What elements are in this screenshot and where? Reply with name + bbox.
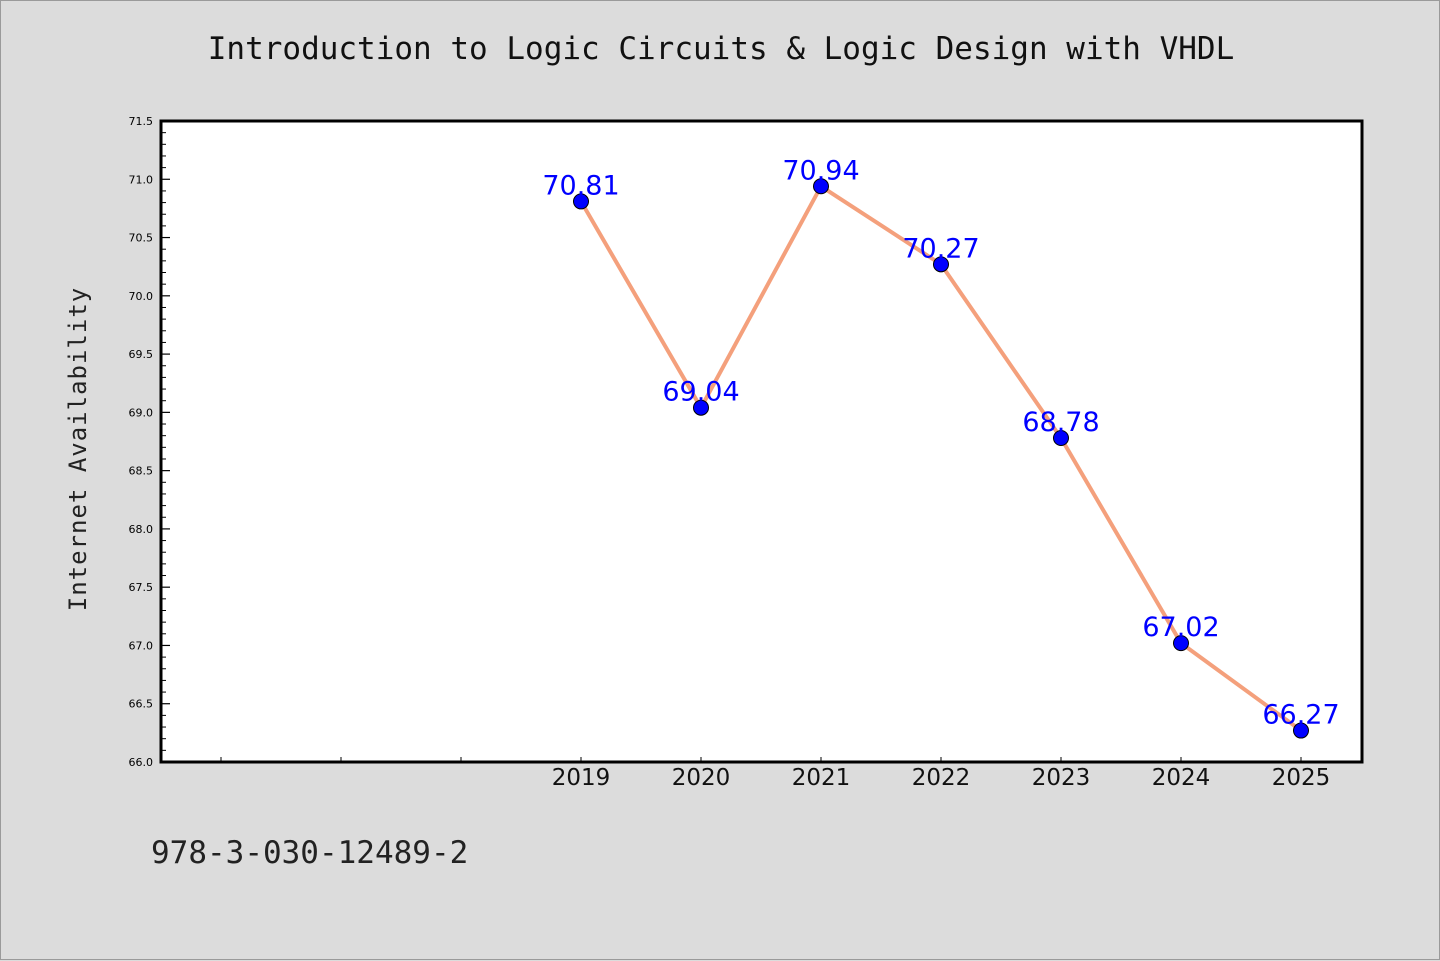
data-point (933, 256, 949, 273)
x-tick-label: 2025 (1272, 765, 1331, 791)
y-axis-ticks: 66.0 66.5 67.0 67.5 68.0 68.5 69.0 69.5 70.0 70.5… (129, 115, 170, 769)
data-label: 70.94 (782, 155, 859, 186)
y-tick-label: 70.5 (129, 232, 154, 245)
x-tick-label: 2022 (912, 765, 971, 791)
y-tick-label: 70.0 (129, 290, 154, 303)
x-tick-label: 2021 (792, 765, 851, 791)
data-point (573, 193, 589, 210)
y-tick-label: 69.0 (129, 406, 154, 419)
y-tick-label: 71.5 (129, 115, 154, 128)
data-label: 69.04 (662, 377, 739, 408)
data-label: 66.27 (1262, 700, 1339, 731)
x-tick-label: 2020 (672, 765, 731, 791)
data-label: 67.02 (1142, 612, 1219, 643)
data-point (1053, 430, 1069, 447)
chart-title: Introduction to Logic Circuits & Logic D… (207, 31, 1235, 67)
y-tick-label: 71.0 (129, 173, 154, 186)
data-label: 70.81 (542, 170, 619, 201)
x-axis-ticks: 2019 2020 2021 2022 2023 2024 2025 (220, 757, 1331, 791)
y-tick-label: 68.5 (129, 465, 154, 478)
x-tick-label: 2019 (552, 765, 611, 791)
data-point (1293, 722, 1309, 739)
x-tick-label: 2023 (1032, 765, 1091, 791)
isbn-footnote: 978-3-030-12489-2 (151, 835, 469, 871)
data-points (573, 178, 1309, 739)
data-label: 70.27 (902, 233, 979, 264)
plot-area (161, 121, 1362, 762)
x-tick-label: 2024 (1152, 765, 1211, 791)
data-point (813, 178, 829, 195)
y-tick-label: 69.5 (129, 348, 154, 361)
y-tick-label: 66.0 (129, 756, 154, 769)
y-tick-label: 66.5 (129, 698, 154, 711)
data-point (1173, 635, 1189, 652)
plot-border (159, 119, 1364, 764)
y-tick-label: 68.0 (129, 523, 154, 536)
y-tick-label: 67.5 (129, 581, 154, 594)
data-point (693, 399, 709, 416)
data-label: 68.78 (1022, 407, 1099, 438)
y-tick-label: 67.0 (129, 639, 154, 652)
data-labels: 70.81 69.04 70.94 70.27 68.78 67.02 66.27 (542, 155, 1339, 730)
